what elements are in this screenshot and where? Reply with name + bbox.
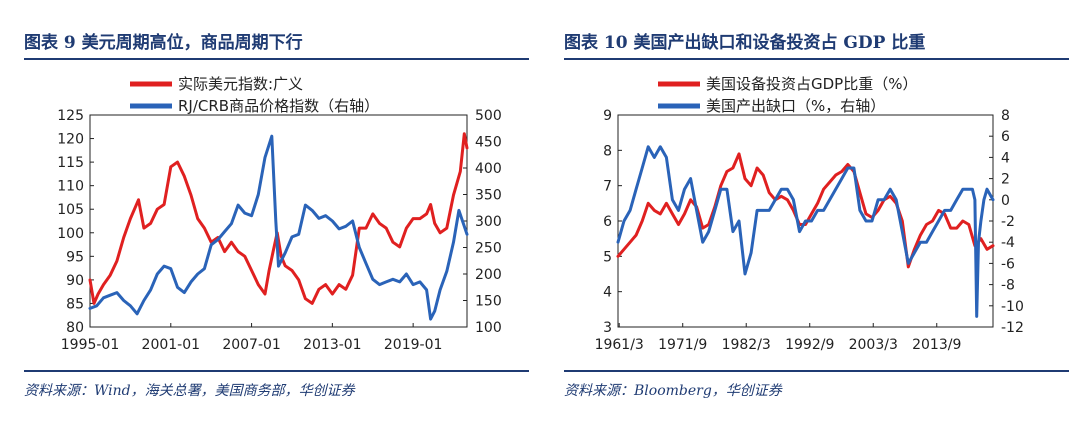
y-right-tick-label: 6 — [1001, 129, 1010, 145]
y-left-tick-label: 3 — [603, 320, 612, 336]
legend-label: RJ/CRB商品价格指数（右轴） — [178, 97, 379, 115]
source-note-right: 资料来源：Bloomberg，华创证券 — [564, 383, 782, 399]
y-left-tick-label: 85 — [66, 296, 84, 312]
y-left-tick-label: 95 — [66, 249, 84, 265]
source-note-left: 资料来源：Wind，海关总署，美国商务部，华创证券 — [24, 383, 355, 399]
y-left-tick-label: 90 — [66, 273, 84, 289]
figure-title-left: 图表 9 美元周期高位，商品周期下行 — [24, 33, 303, 53]
y-right-tick-label: 250 — [475, 241, 502, 257]
chart-panel-right: 图表 10 美国产出缺口和设备投资占 GDP 比重 3 4 5 6 7 8 9 -12 -10 -… — [540, 0, 1080, 432]
y-right-tick-label: -10 — [1001, 299, 1024, 315]
y-left-tick-label: 100 — [57, 226, 84, 242]
y-left-tick-label: 110 — [57, 179, 84, 195]
x-tick-label: 2013-01 — [303, 337, 362, 353]
y-right-tick-label: -2 — [1001, 214, 1015, 230]
x-tick-label: 2003/3 — [849, 337, 898, 353]
chart-left: 80 85 90 95 100 105 110 115 120 125 100 150 200 250 30… — [57, 75, 502, 353]
y-right-tick-label: 150 — [475, 294, 502, 310]
y-right-tick-label: 350 — [475, 188, 502, 204]
y-left-tick-label: 6 — [603, 214, 612, 230]
source-rule-right — [564, 370, 1069, 372]
y-right-tick-label: 400 — [475, 161, 502, 177]
y-left-tick-label: 7 — [603, 179, 612, 195]
y-right-tick-label: 4 — [1001, 150, 1010, 166]
source-rule-left — [24, 370, 529, 372]
chart-panel-left: 图表 9 美元周期高位，商品周期下行 80 85 90 95 100 105 110 115 1… — [24, 33, 529, 399]
y-left-tick-label: 9 — [603, 108, 612, 124]
y-left-tick-label: 8 — [603, 143, 612, 159]
title-rule-right — [564, 58, 1069, 60]
y-left-tick-label: 120 — [57, 132, 84, 148]
series-line-red — [616, 152, 995, 269]
y-left-tick-label: 80 — [66, 320, 84, 336]
y-right-tick-label: -4 — [1001, 235, 1015, 251]
y-right-tick-label: -12 — [1001, 320, 1024, 336]
y-right-tick-label: 8 — [1001, 108, 1010, 124]
legend-label: 美国产出缺口（%，右轴） — [706, 97, 885, 115]
y-right-tick-label: 200 — [475, 267, 502, 283]
title-rule-left — [24, 58, 529, 60]
y-right-tick-label: 0 — [1001, 193, 1010, 209]
y-right-tick-label: 300 — [475, 214, 502, 230]
x-tick-label: 1995-01 — [61, 337, 120, 353]
y-left-tick-label: 125 — [57, 108, 84, 124]
y-right-tick-label: 500 — [475, 108, 502, 124]
chart-right: 3 4 5 6 7 8 9 -12 -10 -8 -6 -4 -2 0 2 4 6 8 1961/3 1971/9 19… — [595, 75, 1024, 353]
figure-title-right: 图表 10 美国产出缺口和设备投资占 GDP 比重 — [564, 33, 926, 53]
y-left-tick-label: 105 — [57, 202, 84, 218]
y-left-tick-label: 4 — [603, 285, 612, 301]
y-right-tick-label: -6 — [1001, 256, 1015, 272]
y-right-tick-label: 2 — [1001, 172, 1010, 188]
series-line-blue — [88, 134, 469, 321]
series-line-red — [88, 132, 469, 305]
y-right-tick-label: -8 — [1001, 278, 1015, 294]
x-tick-label: 1992/9 — [785, 337, 834, 353]
x-tick-label: 1971/9 — [658, 337, 707, 353]
x-tick-label: 2007-01 — [222, 337, 281, 353]
x-tick-label: 2013/9 — [912, 337, 961, 353]
y-left-tick-label: 115 — [57, 155, 84, 171]
x-tick-label: 2001-01 — [142, 337, 201, 353]
legend-label: 实际美元指数:广义 — [178, 75, 303, 93]
x-tick-label: 2019-01 — [384, 337, 443, 353]
series-line-blue — [616, 145, 995, 318]
y-right-tick-label: 450 — [475, 135, 502, 151]
x-tick-label: 1982/3 — [722, 337, 771, 353]
y-right-tick-label: 100 — [475, 320, 502, 336]
y-left-tick-label: 5 — [603, 249, 612, 265]
legend-label: 美国设备投资占GDP比重（%） — [706, 75, 917, 93]
x-tick-label: 1961/3 — [595, 337, 644, 353]
